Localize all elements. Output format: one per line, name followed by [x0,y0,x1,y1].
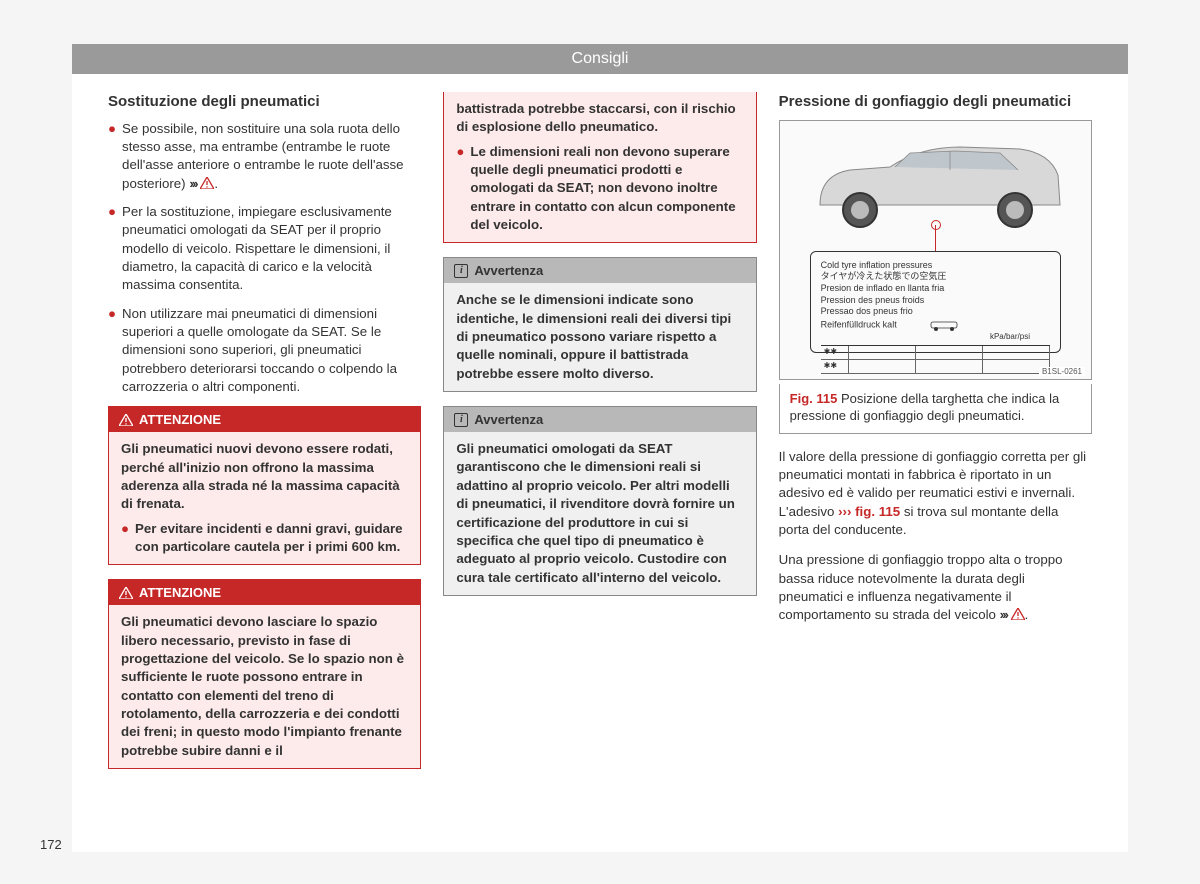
info-icon: i [454,264,468,278]
notice-title: Avvertenza [474,263,543,278]
attention-header: ATTENZIONE [109,580,420,605]
attention-body: Gli pneumatici nuovi devono essere rodat… [109,432,420,564]
warning-triangle-icon [119,414,133,426]
warning-triangle-icon [200,177,214,189]
attention-box: ATTENZIONE Gli pneumatici nuovi devono e… [108,406,421,565]
notice-body: Anche se le dimensioni indicate sono ide… [444,283,755,391]
attention-body: battistrada potrebbe staccarsi, con il r… [444,92,755,242]
label-line: Presion de inflado en llanta fria [821,283,1050,295]
notice-body: Gli pneumatici omologati da SEAT garanti… [444,432,755,595]
page-number: 172 [40,837,62,852]
notice-header: i Avvertenza [444,407,755,432]
section-header: Consigli [72,44,1128,74]
manual-page: Consigli Sostituzione degli pneumatici ●… [0,0,1200,884]
bullet-text: Non utilizzare mai pneumatici di dimensi… [122,305,421,397]
pressure-table-icon: ✱✱ ✱✱ [821,345,1050,374]
notice-title: Avvertenza [474,412,543,427]
bullet-text: Per la sostituzione, impiegare esclusiva… [122,203,421,295]
attention-box: ATTENZIONE Gli pneumatici devono lasciar… [108,579,421,769]
bullet-icon: ● [108,305,116,397]
ref-arrows-icon: ››› [189,176,196,191]
attention-header: ATTENZIONE [109,407,420,432]
pointer-line-icon [935,225,936,251]
figure-caption: Fig. 115 Posizione della targhetta che i… [779,384,1092,434]
figure-illustration: Cold tyre inflation pressures タイヤが冷えた状態で… [779,120,1092,380]
column-3: Pressione di gonfiaggio degli pneumatici… [779,92,1092,769]
columns-layout: Sostituzione degli pneumatici ● Se possi… [108,92,1092,769]
attention-text: Gli pneumatici devono lasciare lo spazio… [121,613,408,760]
attention-text: battistrada potrebbe staccarsi, con il r… [456,100,743,137]
bullet-item: ● Se possibile, non sostituire una sola … [108,120,421,193]
attention-body: Gli pneumatici devono lasciare lo spazio… [109,605,420,768]
label-line: Pression des pneus froids [821,295,1050,307]
attention-title: ATTENZIONE [139,412,221,427]
bullet-icon: ● [108,120,116,193]
car-side-icon [800,135,1080,235]
figure-code: B1SL-0261 [1039,367,1085,376]
attention-text: Gli pneumatici nuovi devono essere rodat… [121,440,408,513]
figure-reference: ››› fig. 115 [838,504,900,519]
warning-triangle-icon [119,587,133,599]
subsection-title: Pressione di gonfiaggio degli pneumatici [779,92,1092,112]
small-car-icon [929,318,959,332]
bullet-icon: ● [121,520,129,557]
paragraph: Una pressione di gonfiaggio troppo alta … [779,551,1092,624]
info-icon: i [454,413,468,427]
figure-number: Fig. 115 [790,391,838,406]
warning-triangle-icon [1011,608,1025,620]
notice-box: i Avvertenza Anche se le dimensioni indi… [443,257,756,392]
label-line: Pressao dos pneus frio [821,306,1050,318]
bullet-icon: ● [108,203,116,295]
bullet-item: ● Per evitare incidenti e danni gravi, g… [121,520,408,557]
bullet-item: ● Non utilizzare mai pneumatici di dimen… [108,305,421,397]
notice-header: i Avvertenza [444,258,755,283]
bullet-text: Per evitare incidenti e danni gravi, gui… [135,520,408,557]
notice-box: i Avvertenza Gli pneumatici omologati da… [443,406,756,596]
page-content: Consigli Sostituzione degli pneumatici ●… [72,44,1128,852]
tyre-pressure-label: Cold tyre inflation pressures タイヤが冷えた状態で… [810,251,1061,353]
column-2: battistrada potrebbe staccarsi, con il r… [443,92,756,769]
label-line: Reifenfülldruck kalt [821,318,1050,332]
bullet-text: Se possibile, non sostituire una sola ru… [122,120,421,193]
unit-label: kPa/bar/psi [821,332,1050,342]
ref-arrows-icon: ››› [1000,607,1007,622]
bullet-item: ● Le dimensioni reali non devono superar… [456,143,743,235]
paragraph: Il valore della pressione di gonfiaggio … [779,448,1092,540]
bullet-icon: ● [456,143,464,235]
subsection-title: Sostituzione degli pneumatici [108,92,421,112]
bullet-text: Le dimensioni reali non devono superare … [470,143,743,235]
label-line: タイヤが冷えた状態での空気圧 [821,271,1050,283]
attention-box-continued: battistrada potrebbe staccarsi, con il r… [443,92,756,243]
column-1: Sostituzione degli pneumatici ● Se possi… [108,92,421,769]
attention-title: ATTENZIONE [139,585,221,600]
bullet-item: ● Per la sostituzione, impiegare esclusi… [108,203,421,295]
label-line: Cold tyre inflation pressures [821,260,1050,272]
